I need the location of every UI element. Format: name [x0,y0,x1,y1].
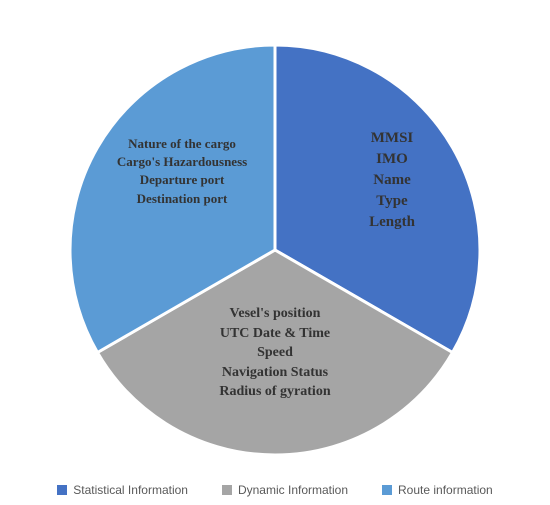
legend-item: Statistical Information [57,483,188,497]
legend-swatch [57,485,67,495]
legend-swatch [382,485,392,495]
legend-item: Dynamic Information [222,483,348,497]
legend-label: Route information [398,483,493,497]
legend-item: Route information [382,483,493,497]
pie-chart: MMSIIMONameTypeLengthVesel's positionUTC… [65,40,485,460]
legend-label: Dynamic Information [238,483,348,497]
legend-label: Statistical Information [73,483,188,497]
legend-swatch [222,485,232,495]
legend: Statistical Information Dynamic Informati… [0,483,550,497]
pie-svg [65,40,485,460]
